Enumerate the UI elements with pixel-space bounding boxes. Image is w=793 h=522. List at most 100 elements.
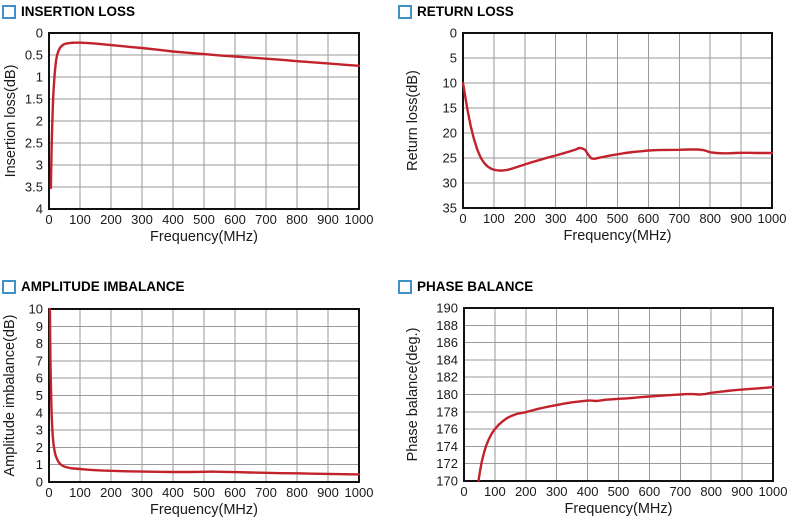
phase-balance-ytick-label: 188 [436,318,458,333]
insertion-loss-ytick-label: 2.5 [25,136,43,151]
return-loss-xtick-label: 300 [545,211,567,226]
phase-balance-title: PHASE BALANCE [398,279,533,294]
amplitude-imbalance-ytick-label: 0 [36,475,43,490]
chart-title-text: RETURN LOSS [417,4,514,19]
return-loss-xtick-label: 0 [459,211,466,226]
insertion-loss-curve [49,41,361,190]
insertion-loss-ytick-label: 2 [36,114,43,129]
amplitude-imbalance-ytick-label: 5 [36,388,43,403]
amplitude-imbalance-xtick-label: 500 [193,485,215,500]
return-loss-curve [461,81,774,172]
amplitude-imbalance-ytick-label: 1 [36,457,43,472]
amplitude-imbalance-ytick-label: 2 [36,440,43,455]
insertion-loss-xtick-label: 100 [69,212,91,227]
insertion-loss-ytick-label: 1 [36,70,43,85]
insertion-loss-title: INSERTION LOSS [2,4,135,19]
phase-balance-xtick-label: 1000 [759,484,788,499]
phase-balance-xaxis-label: Frequency(MHz) [565,501,673,517]
return-loss-xtick-label: 200 [514,211,536,226]
insertion-loss-plot-border [48,32,360,210]
insertion-loss-xtick-label: 600 [224,212,246,227]
insertion-loss-xtick-label: 900 [317,212,339,227]
chart-title-text: INSERTION LOSS [21,4,136,19]
phase-balance-xtick-label: 400 [577,484,599,499]
phase-balance-xtick-label: 800 [700,484,722,499]
return-loss-xtick-label: 700 [668,211,690,226]
amplitude-imbalance-ytick-label: 6 [36,371,43,386]
amplitude-imbalance-ytick-label: 3 [36,423,43,438]
phase-balance-curve [477,385,775,483]
return-loss-yaxis-label: Return loss(dB) [405,70,421,171]
return-loss-xtick-label: 900 [730,211,752,226]
phase-balance-ytick-label: 184 [436,352,458,367]
return-loss-xtick-label: 1000 [758,211,787,226]
phase-balance-xtick-label: 700 [669,484,691,499]
square-bullet-icon [398,279,412,294]
insertion-loss-xtick-label: 800 [286,212,308,227]
insertion-loss-xtick-label: 300 [131,212,153,227]
phase-balance-ytick-label: 178 [436,404,458,419]
insertion-loss-yaxis-label: Insertion loss(dB) [3,65,19,178]
phase-balance-xtick-label: 100 [484,484,506,499]
insertion-loss-xtick-label: 500 [193,212,215,227]
phase-balance-plot-border [463,307,774,482]
return-loss-ytick-label: 10 [443,76,457,91]
insertion-loss-ytick-label: 4 [36,202,43,217]
return-loss-title: RETURN LOSS [398,4,514,19]
return-loss-xtick-label: 600 [638,211,660,226]
phase-balance-xtick-label: 200 [515,484,537,499]
insertion-loss-ytick-label: 0 [36,26,43,41]
amplitude-imbalance-xaxis-label: Frequency(MHz) [150,502,258,518]
return-loss-xtick-label: 400 [576,211,598,226]
insertion-loss-plot: 0 100 200 300 400 500 600 700 800 900 1000 0 0.5 1 1.5… [3,26,373,246]
amplitude-imbalance-ytick-label: 9 [36,319,43,334]
return-loss-plot-border [462,32,773,209]
return-loss-plot: 0 100 200 300 400 500 600 700 800 900 1000 0 5 10 15 20… [405,26,787,245]
phase-balance-ytick-label: 172 [436,456,458,471]
phase-balance-xtick-label: 900 [731,484,753,499]
square-bullet-icon [398,4,412,19]
return-loss-xaxis-label: Frequency(MHz) [564,228,672,244]
amplitude-imbalance-ytick-label: 10 [29,302,43,317]
return-loss-xtick-label: 100 [483,211,505,226]
insertion-loss-xaxis-label: Frequency(MHz) [150,229,258,245]
return-loss-ytick-label: 30 [443,176,457,191]
phase-balance-xtick-label: 500 [608,484,630,499]
amplitude-imbalance-xtick-label: 800 [286,485,308,500]
amplitude-imbalance-plot-border [48,308,360,483]
return-loss-ytick-label: 0 [450,26,457,41]
return-loss-xtick-label: 800 [699,211,721,226]
amplitude-imbalance-ytick-label: 7 [36,353,43,368]
amplitude-imbalance-xtick-label: 200 [100,485,122,500]
amplitude-imbalance-xtick-label: 300 [131,485,153,500]
return-loss-ytick-label: 5 [450,51,457,66]
insertion-loss-ytick-label: 0.5 [25,48,43,63]
insertion-loss-ytick-label: 3 [36,158,43,173]
phase-balance-xtick-label: 600 [639,484,661,499]
return-loss-ytick-label: 25 [443,151,457,166]
amplitude-imbalance-plot: 0 100 200 300 400 500 600 700 800 900 100001234567… [2,302,373,519]
amplitude-imbalance-curve [48,307,361,476]
phase-balance-ytick-label: 186 [436,335,458,350]
amplitude-imbalance-yaxis-label: Amplitude imbalance(dB) [2,315,18,477]
phase-balance-ytick-label: 174 [436,439,458,454]
phase-balance-ytick-label: 182 [436,370,458,385]
insertion-loss-xtick-label: 700 [255,212,277,227]
amplitude-imbalance-xtick-label: 0 [45,485,52,500]
phase-balance-xtick-label: 300 [546,484,568,499]
square-bullet-icon [2,4,16,19]
phase-balance-ytick-label: 180 [436,387,458,402]
amplitude-imbalance-title: AMPLITUDE IMBALANCE [2,279,185,294]
return-loss-chart: RETURN LOSS 0 100 200 300 400 500 600 700 800 900… [396,0,793,261]
return-loss-xtick-label: 500 [607,211,629,226]
insertion-loss-ytick-label: 1.5 [25,92,43,107]
amplitude-imbalance-ytick-label: 4 [36,405,43,420]
amplitude-imbalance-xtick-label: 700 [255,485,277,500]
chart-title-text: PHASE BALANCE [417,279,534,294]
amplitude-imbalance-xtick-label: 900 [317,485,339,500]
insertion-loss-xtick-label: 200 [100,212,122,227]
phase-balance-xtick-label: 0 [460,484,467,499]
amplitude-imbalance-xtick-label: 600 [224,485,246,500]
amplitude-imbalance-xtick-label: 100 [69,485,91,500]
